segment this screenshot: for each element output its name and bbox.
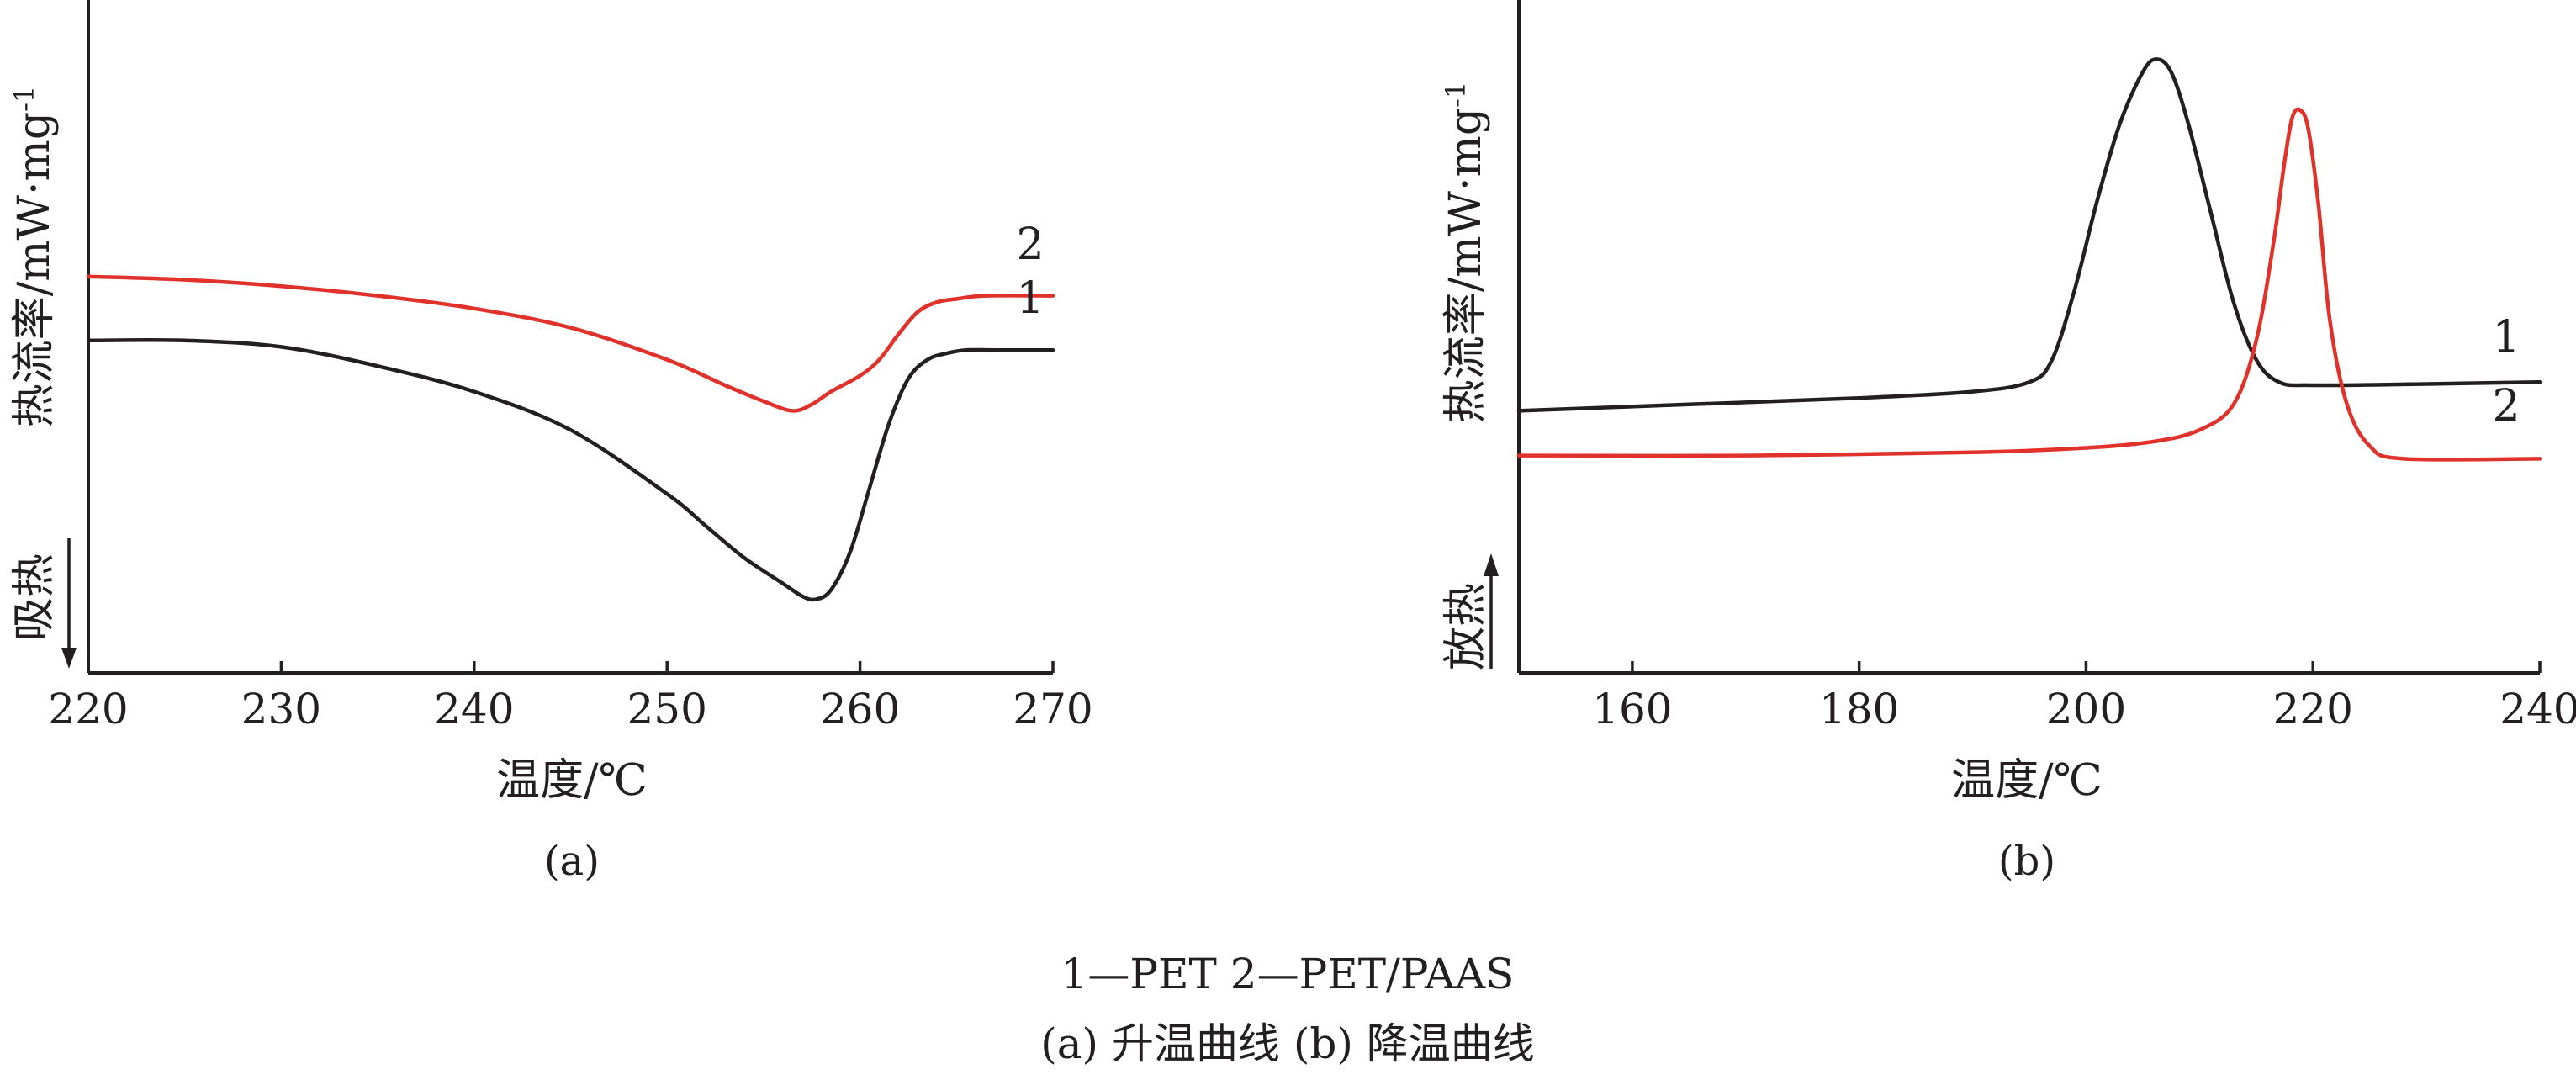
panel-a-x-tick-label: 250 — [627, 685, 706, 733]
panel-a-y-axis-title: 热流率/mW·mg-1 — [8, 86, 60, 428]
panel-a: 220 230 240 250 260 270 12 温度/℃ (a) 热流率/mW·mg… — [8, 0, 1093, 885]
panel-a-direction-label: 吸热 — [9, 553, 60, 641]
panel-b-x-tick-label: 180 — [1819, 685, 1899, 733]
panel-a-y-axis-title-sup: -1 — [8, 86, 40, 112]
panel-b-series-2-label: 2 — [2492, 381, 2520, 431]
panel-a-x-axis-title: 温度/℃ — [496, 755, 648, 806]
panel-b-y-axis-title-sup: -1 — [1440, 82, 1472, 108]
panel-a-x-tick-label: 220 — [48, 685, 128, 733]
panel-b: 160 180 200 220 240 12 温度/℃ (b) 热流率/mW·mg-1 … — [1440, 0, 2576, 885]
panel-b-curves — [1516, 57, 2542, 462]
panel-b-x-tick-label: 220 — [2273, 685, 2353, 733]
panel-b-direction-arrow — [1484, 553, 1499, 669]
panel-b-series-labels: 12 — [2492, 312, 2520, 431]
panel-a-series-2-label: 2 — [1016, 220, 1044, 270]
panel-b-direction-arrow-head — [1484, 553, 1499, 576]
panel-b-label: (b) — [1998, 838, 2055, 885]
panel-b-ticks: 160 180 200 220 240 — [1592, 661, 2576, 733]
panel-b-series-1-label: 1 — [2492, 312, 2520, 363]
panel-b-series-1-line — [1516, 57, 2542, 413]
panel-a-x-tick-label: 230 — [241, 685, 321, 733]
panel-b-x-tick-label: 240 — [2499, 685, 2576, 733]
panel-b-direction-label: 放热 — [1441, 583, 1491, 670]
panel-b-x-tick-label: 200 — [2046, 685, 2126, 733]
panel-a-x-tick-label: 260 — [820, 685, 900, 733]
panel-b-x-axis-title: 温度/℃ — [1951, 755, 2103, 806]
panel-a-y-axis-title-main: 热流率/mW·mg — [9, 112, 60, 427]
panel-b-y-axis-title-main: 热流率/mW·mg — [1441, 108, 1491, 423]
panel-a-series-1-line — [86, 337, 1055, 602]
panel-a-ticks: 220 230 240 250 260 270 — [48, 661, 1093, 733]
panel-b-x-tick-label: 160 — [1592, 685, 1672, 733]
panel-a-series-1-label: 1 — [1016, 273, 1044, 324]
figure-legend-caption: 1—PET 2—PET/PAAS — [1061, 950, 1515, 998]
panel-a-curves — [86, 274, 1055, 602]
panel-b-y-axis-title: 热流率/mW·mg-1 — [1440, 82, 1491, 424]
panel-a-x-tick-label: 240 — [434, 685, 514, 733]
panel-a-x-tick-label: 270 — [1013, 685, 1092, 733]
panel-b-series-2-line — [1516, 107, 2542, 462]
panel-a-direction-arrow-head — [61, 648, 77, 669]
panel-a-direction-arrow — [61, 538, 77, 669]
figure-subcaption: (a) 升温曲线 (b) 降温曲线 — [1040, 1019, 1535, 1068]
panel-a-series-labels: 12 — [1016, 220, 1044, 324]
panel-a-label: (a) — [544, 838, 600, 885]
panel-a-series-2-line — [86, 274, 1055, 413]
